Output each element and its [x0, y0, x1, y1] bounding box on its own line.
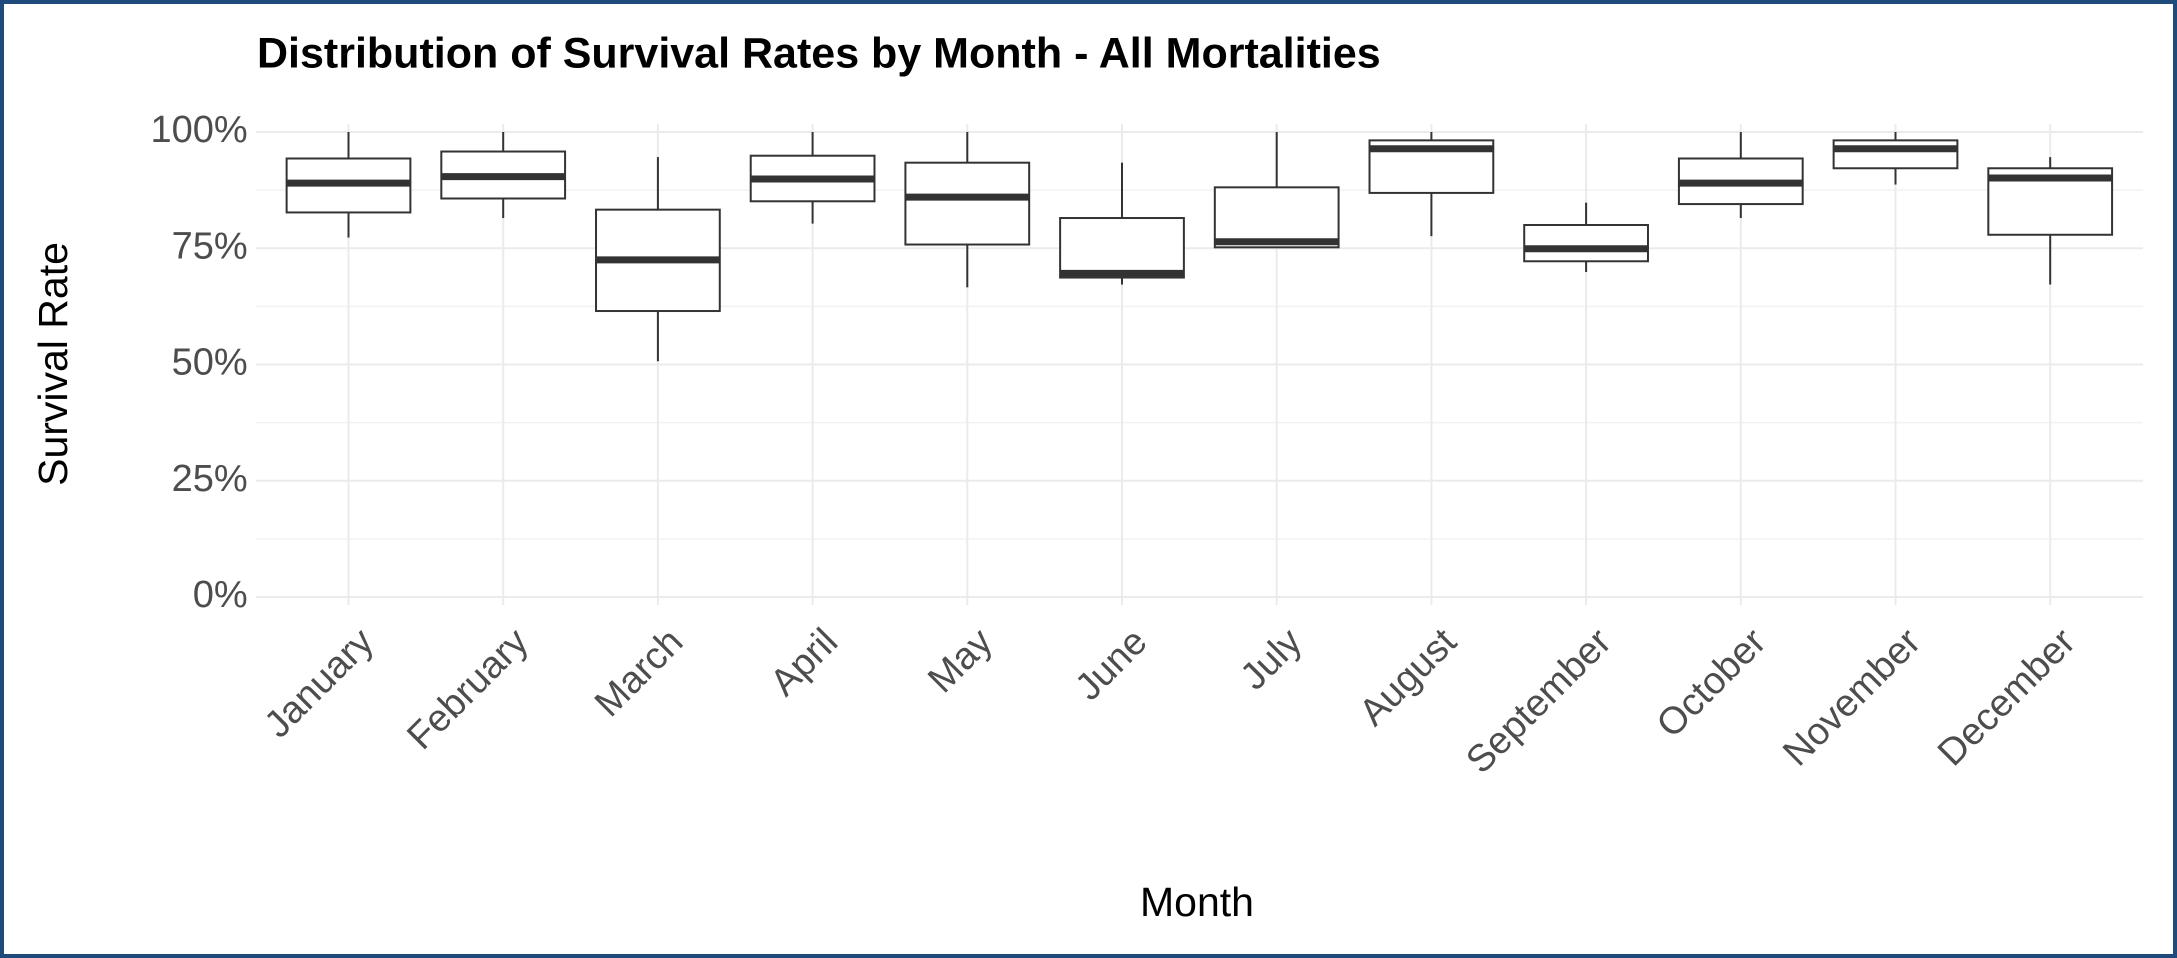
y-tick-label: 50%: [172, 342, 248, 384]
box: [1523, 224, 1649, 263]
box: [904, 161, 1031, 246]
box: [1213, 186, 1340, 249]
chart-title: Distribution of Survival Rates by Month …: [257, 29, 1381, 77]
y-tick-label: 100%: [150, 109, 247, 151]
y-tick-label: 0%: [193, 574, 248, 616]
y-axis-title: Survival Rate: [30, 242, 76, 486]
box: [1059, 217, 1185, 279]
y-tick-label: 75%: [172, 225, 248, 267]
x-axis-title: Month: [1140, 879, 1254, 925]
y-tick-label: 25%: [172, 458, 248, 500]
box: [1832, 139, 1959, 170]
